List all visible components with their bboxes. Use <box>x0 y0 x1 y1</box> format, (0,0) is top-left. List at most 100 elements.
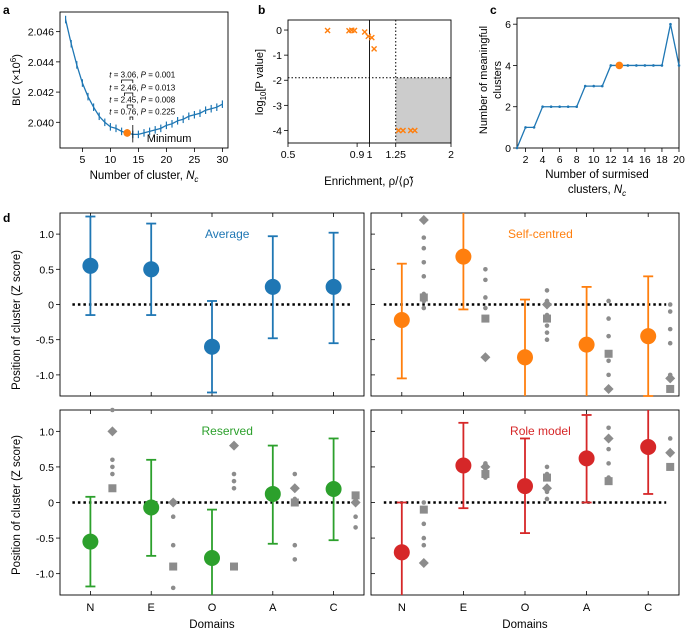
panel-d-self-centred-member-dot-C-1 <box>667 309 673 314</box>
panel-d-reserved-member-square-O-0 <box>230 562 238 571</box>
panel-c-point-3 <box>532 126 536 129</box>
panel-d-self-centred-member-square-O-0 <box>543 314 551 323</box>
panel-d-self-centred-member-diamond-N-0 <box>418 215 429 226</box>
panel-a-stat-p-symbol: P <box>141 108 147 117</box>
panel-a-stat-t-symbol: t <box>109 96 112 105</box>
panel-d-reserved-member-dot-N-3 <box>110 471 115 477</box>
panel-d-self-centred-member-dot-E-2 <box>483 295 488 300</box>
panel-b-ylabel-sub: 10 <box>259 91 268 100</box>
panel-a-stat-p-symbol: P <box>141 84 147 93</box>
panel-d-reserved-member-diamond-O-0 <box>229 440 239 451</box>
panel-a-stat-eq2: = <box>146 108 155 117</box>
panel-a-bracket-1 <box>124 92 134 96</box>
panel-a-xlabel-base: Number of cluster, <box>90 170 187 182</box>
panel-d-reserved-xlabel-C: C <box>330 602 338 614</box>
panel-d-self-centred-member-square-C-0 <box>666 384 675 393</box>
panel-c-point-16 <box>643 64 647 67</box>
panel-d-self-centred-member-dot-N-3 <box>421 274 427 279</box>
panel-d-role-model-member-dot-A-2 <box>606 461 611 466</box>
panel-d-reserved-member-dot-E-3 <box>170 585 176 591</box>
panel-a-stat-comma: , <box>136 84 140 93</box>
panel-c-point-10 <box>592 84 596 88</box>
panel-c-xlabel-sub: c <box>622 189 626 198</box>
panel-a-xtick-10-label: 10 <box>105 154 117 166</box>
panel-d-reserved-member-dot-O-2 <box>231 485 237 491</box>
panel-c-point-9 <box>583 84 587 88</box>
panel-a-xtick-30-label: 30 <box>217 154 229 166</box>
panel-d-role-model-xlabel-O: O <box>521 602 530 614</box>
panel-d-self-centred-mean-N <box>393 311 410 328</box>
panel-a-stat-comma: , <box>136 71 140 80</box>
panel-b-point-7-stroke-b <box>371 45 378 52</box>
panel-d-role-model-member-dot-C-0 <box>667 436 673 441</box>
panel-a-xlabel-sub: c <box>194 175 198 184</box>
panel-d-role-model-member-dot-A-0 <box>606 425 611 431</box>
panel-d-xlabel-right: Domains <box>502 619 548 631</box>
panel-c-point-2 <box>524 126 527 129</box>
panel-d-self-centred-member-dot-C-0 <box>667 302 673 307</box>
panel-a-ytick-2.04-label: 2.040 <box>28 117 54 129</box>
panel-d-average-ytick-1-label: -0.5 <box>36 335 54 347</box>
panel-a-stat-1: t = 2.46, P = 0.013 <box>109 84 175 93</box>
panel-d-self-centred-member-dot-E-3 <box>483 305 488 311</box>
panel-a-stat-p-value: 0.008 <box>155 96 176 105</box>
panel-b-xtick-0.9-label: 0.9 <box>350 149 365 161</box>
panel-a-stat-t-symbol: t <box>109 71 112 80</box>
panel-d-role-model-member-diamond-E-0 <box>480 461 491 472</box>
panel-d-self-centred-member-diamond-E-0 <box>480 352 491 363</box>
panel-d-self-centred-member-dot-A-3 <box>606 358 611 364</box>
panel-d-role-model-member-diamond-O-0 <box>542 483 552 494</box>
panel-d-role-model-xlabel-C: C <box>644 602 652 614</box>
panel-d-reserved-member-dot-E-1 <box>170 514 176 520</box>
panel-d-self-centred-member-square-E-0 <box>481 314 490 323</box>
panel-c-xtick-8-label: 8 <box>574 154 580 166</box>
panel-d-reserved-ytick-4-label: 1.0 <box>39 426 54 438</box>
panel-d-self-centred-member-dot-A-1 <box>606 316 611 321</box>
panel-d-average-mean-A <box>264 278 281 295</box>
panel-c-xtick-20-label: 20 <box>673 154 685 166</box>
panel-d-average-mean-C <box>325 278 342 295</box>
panel-d-self-centred-member-diamond-O-0 <box>542 299 552 310</box>
panel-d-self-centred-member-dot-N-6 <box>421 305 427 311</box>
panel-d-role-model-member-square-E-0 <box>481 470 490 479</box>
panel-d-self-centred-title: Self-centred <box>508 227 573 241</box>
panel-b-ytick--4-label: -4 <box>273 125 282 137</box>
panel-d-self-centred-member-dot-O-3 <box>544 323 550 328</box>
panel-d-reserved-xlabel-N: N <box>86 602 94 614</box>
panel-c-ylabel-line1: Number of meaningful <box>478 26 490 134</box>
panel-c-selected-point <box>615 61 624 70</box>
panel-b-ytick--2-label: -2 <box>273 75 282 87</box>
panel-a-stat-0: t = 3.06, P = 0.001 <box>109 71 175 80</box>
panel-d-self-centred-member-diamond-C-0 <box>665 373 676 384</box>
panel-d-self-centred-member-dot-A-2 <box>606 333 611 339</box>
panel-b-ytick--3-label: -3 <box>273 100 282 112</box>
panel-d-role-model-member-diamond-C-0 <box>665 447 676 458</box>
panel-d-role-model-member-dot-O-0 <box>544 464 550 470</box>
panel-b-ylabel: log10[P value] <box>254 49 268 115</box>
panel-c-xtick-4-label: 4 <box>540 154 546 166</box>
panel-d-role-model-mean-C <box>640 439 657 455</box>
panel-d-role-model-xlabel-E: E <box>460 602 467 614</box>
panel-d-reserved-member-square-C-0 <box>351 491 360 500</box>
panel-c-point-11 <box>600 84 604 88</box>
panel-d-self-centred-mean-A <box>578 336 595 353</box>
panel-c-xtick-10-label: 10 <box>588 154 600 166</box>
panel-a-xlabel-var: N <box>186 170 195 182</box>
panel-a-minimum-label: Minimum <box>147 133 192 145</box>
panel-c-letter: c <box>490 3 497 17</box>
panel-a-stat-t-value: 3.06 <box>121 71 137 80</box>
panel-d-role-model-member-diamond-N-0 <box>418 557 429 568</box>
panel-d-role-model-member-square-C-0 <box>666 462 675 471</box>
panel-a-stat-p-symbol: P <box>141 71 147 80</box>
panel-d-role-model-member-dot-O-3 <box>544 496 550 502</box>
panel-d-average-ytick-0-label: -1.0 <box>36 370 54 382</box>
panel-a-frame <box>59 11 229 149</box>
panel-d-reserved-mean-A <box>264 485 281 502</box>
panel-b-point-5-stroke-b <box>365 33 372 40</box>
panel-d-self-centred-member-dot-O-5 <box>544 337 550 342</box>
panel-d-role-model-member-square-N-0 <box>419 505 428 514</box>
panel-d-reserved-member-dot-A-3 <box>292 557 298 562</box>
panel-d-self-centred-mean-C <box>640 328 657 345</box>
panel-c-xtick-18-label: 18 <box>656 154 668 166</box>
panel-d-ylabel-bottom: Position of cluster (Z score) <box>11 435 23 575</box>
